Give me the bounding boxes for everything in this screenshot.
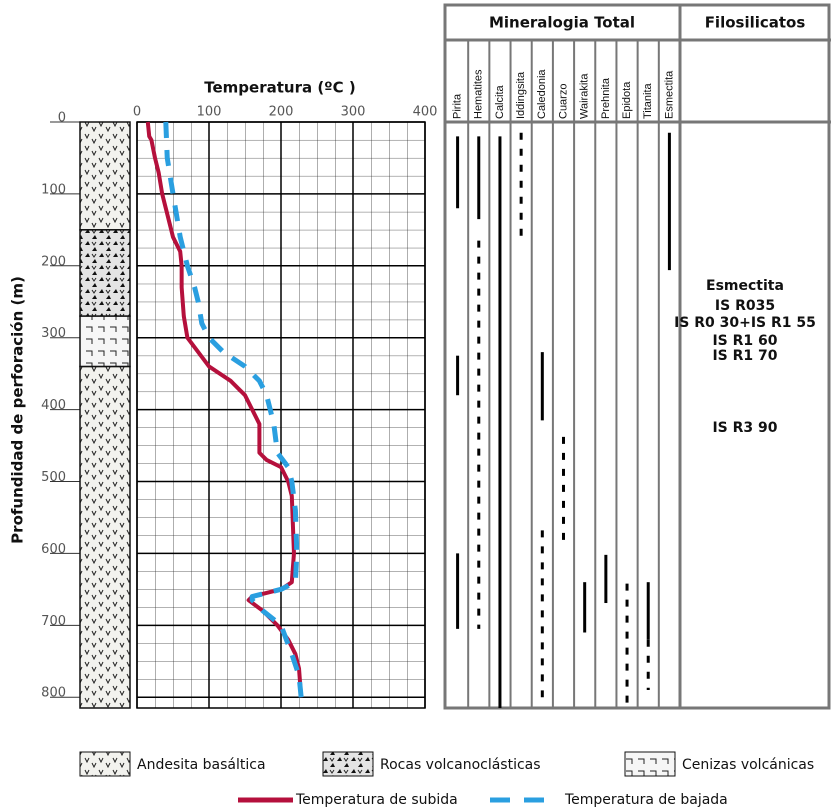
y-tick-label: 400 [41, 398, 66, 413]
filo-label: Esmectita [706, 278, 784, 294]
mineral-name: Caledonia [536, 69, 548, 119]
mineral-name: Hematites [473, 69, 485, 119]
legend-label: Andesita basáltica [137, 757, 266, 773]
mineral-name: Pirita [451, 93, 463, 119]
filo-label: IS R1 70 [712, 348, 777, 364]
x-tick-label: 0 [133, 105, 141, 120]
y-tick-label: 0 [58, 111, 66, 126]
x-tick-label: 300 [341, 105, 366, 120]
legend-label: Temperatura de subida [295, 792, 458, 808]
legend-swatch [79, 751, 131, 777]
y-tick-label: 600 [41, 542, 66, 557]
y-tick-label: 700 [41, 614, 66, 629]
legend-label: Rocas volcanoclásticas [380, 757, 541, 773]
y-axis-label: Profundidad de perforación (m) [9, 276, 27, 544]
mineral-name: Wairakita [579, 73, 591, 119]
x-tick-label: 200 [269, 105, 294, 120]
filo-label: IS R0 30+IS R1 55 [674, 315, 816, 331]
temperature-line [145, 121, 304, 698]
mineral-name: Titanita [642, 82, 654, 119]
x-tick-label: 100 [197, 105, 222, 120]
chart-title: Temperatura (ºC ) [204, 79, 355, 97]
filo-label: IS R3 90 [712, 420, 777, 436]
legend-label: Temperatura de bajada [564, 792, 728, 808]
x-tick-label: 400 [413, 105, 438, 120]
filo-label: IS R035 [715, 298, 775, 314]
lithology-interval [79, 315, 131, 368]
mineral-title: Mineralogia Total [489, 14, 635, 32]
mineral-name: Esmectita [663, 70, 675, 119]
lithology-interval [79, 365, 131, 709]
y-tick-label: 500 [41, 470, 66, 485]
y-tick-label: 200 [41, 254, 66, 269]
legend-swatch [624, 751, 676, 777]
mineral-name: Cuarzo [557, 84, 569, 119]
filo-title: Filosilicatos [705, 14, 806, 32]
mineral-name: Epidota [621, 81, 633, 119]
temperature-line [163, 121, 304, 698]
mineral-name: Prehnita [600, 77, 612, 119]
lithology-interval [79, 229, 131, 317]
lithology-interval [79, 121, 131, 231]
y-tick-label: 800 [41, 686, 66, 701]
legend-swatch [322, 751, 374, 777]
filo-label: IS R1 60 [712, 333, 777, 349]
mineral-name: Iddingsita [515, 71, 527, 119]
legend-label: Cenizas volcánicas [682, 757, 814, 773]
y-tick-label: 300 [41, 326, 66, 341]
y-tick-label: 100 [41, 182, 66, 197]
mineral-name: Calcita [494, 84, 506, 119]
